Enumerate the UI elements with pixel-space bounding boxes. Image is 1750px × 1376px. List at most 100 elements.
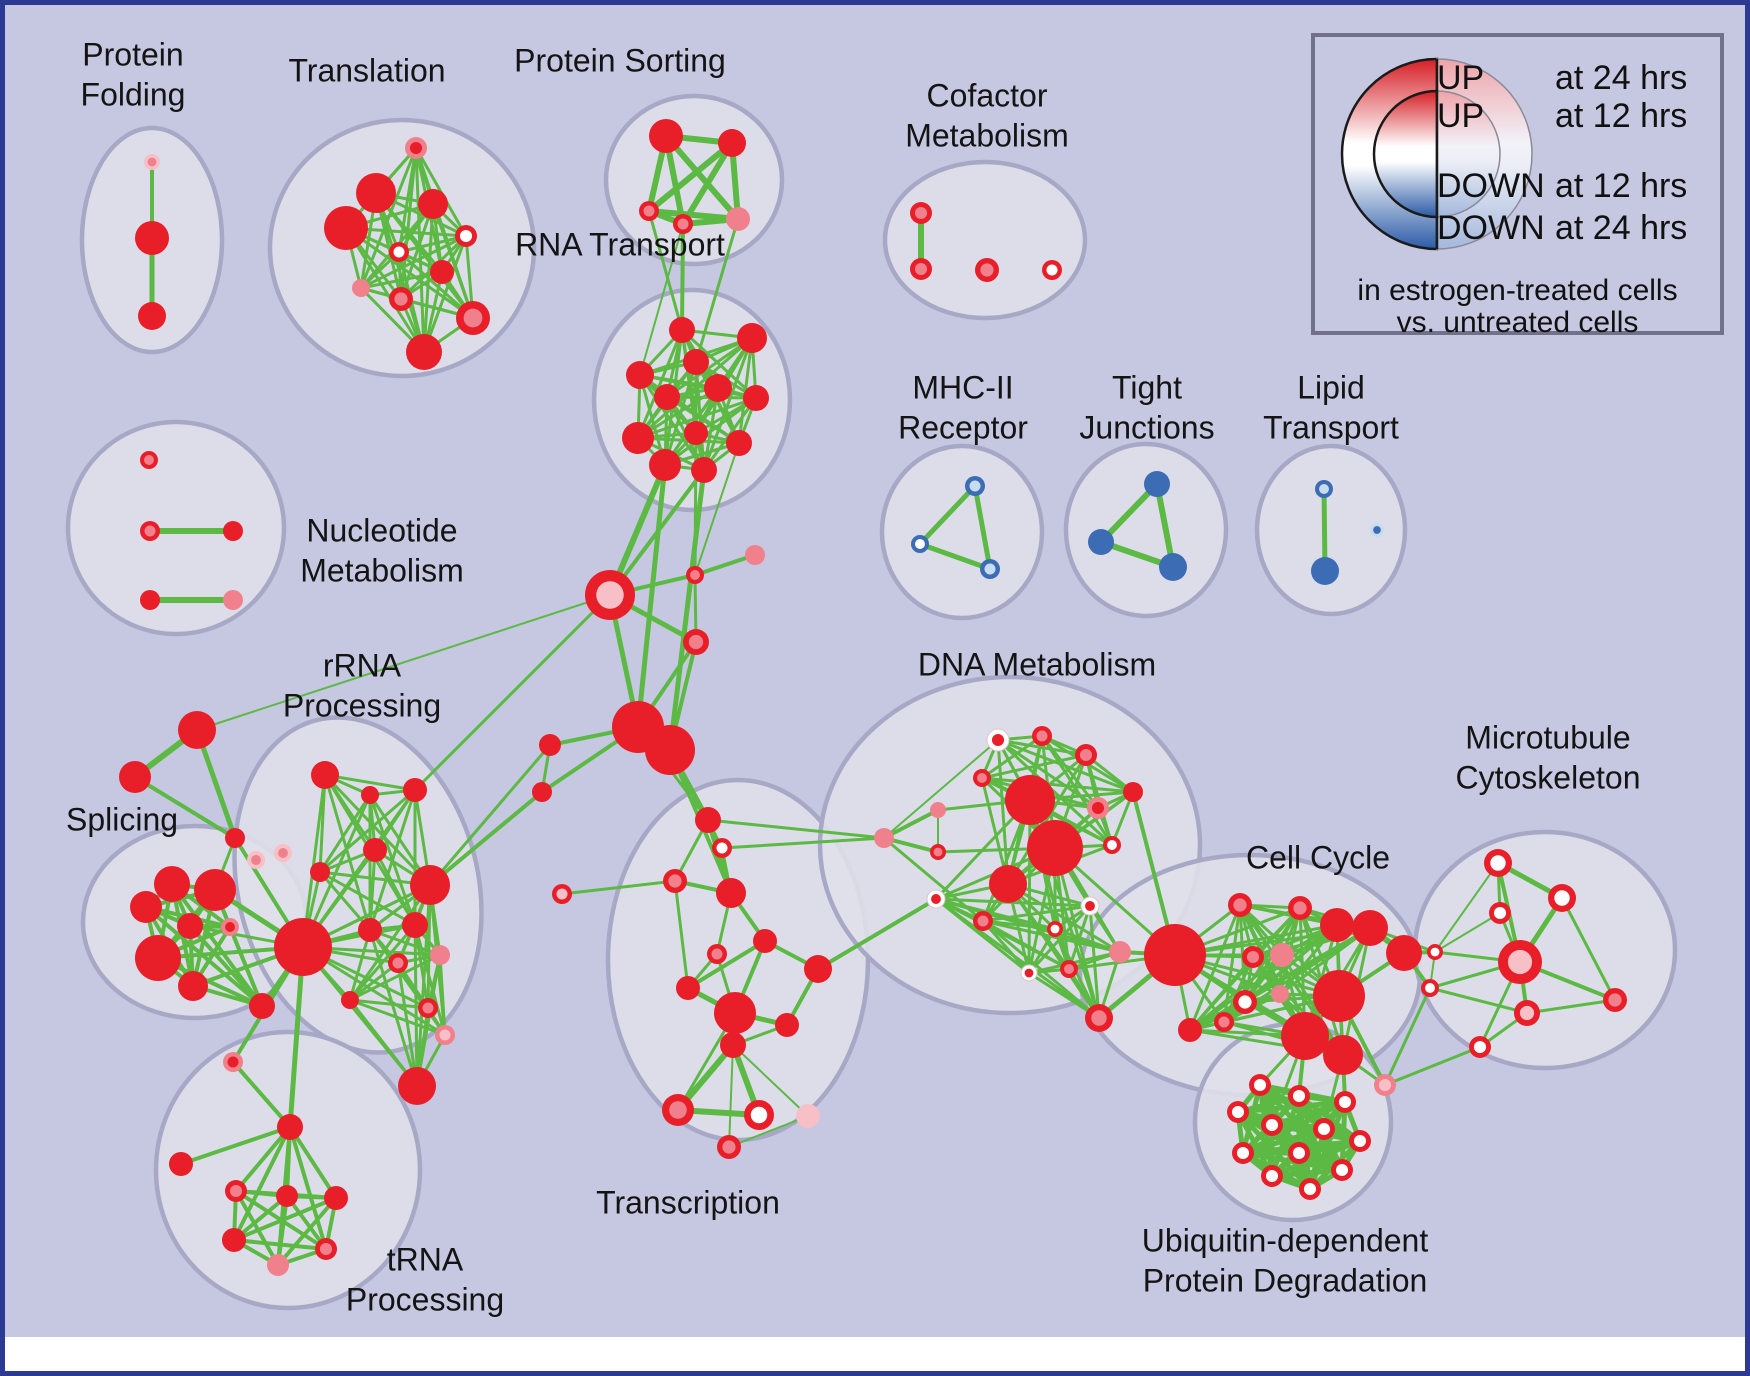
- node-inner-disc: [1085, 901, 1095, 911]
- gene-node-n5: [223, 590, 243, 610]
- network-edge: [686, 939, 767, 990]
- gene-node-s2: [119, 761, 151, 793]
- gene-node-d8: [1005, 775, 1055, 825]
- gene-node-d18: [1109, 941, 1131, 963]
- gene-node-q16: [398, 1067, 436, 1105]
- node-inner-disc: [668, 874, 682, 888]
- gene-node-x3: [585, 570, 635, 620]
- node-inner-disc: [758, 934, 772, 948]
- network-edge: [318, 870, 417, 927]
- network-edge: [276, 1194, 289, 1267]
- gene-node-d3: [1075, 744, 1097, 766]
- gene-node-r9: [684, 421, 708, 445]
- gene-node-v3: [663, 869, 687, 893]
- network-edge: [1383, 986, 1432, 1087]
- node-inner-disc: [629, 429, 647, 447]
- network-edge: [232, 1238, 328, 1251]
- network-edge: [646, 140, 735, 214]
- network-edge: [428, 790, 544, 887]
- network-edge: [348, 998, 430, 1010]
- gene-node-g6: [1421, 979, 1439, 997]
- cluster-label-translation: Translation: [288, 52, 445, 88]
- node-inner-disc: [722, 884, 740, 902]
- node-inner-disc: [723, 1001, 747, 1025]
- network-edge: [980, 753, 1088, 780]
- node-inner-disc: [363, 923, 377, 937]
- network-edge: [234, 1189, 280, 1267]
- network-edge: [680, 140, 735, 227]
- gene-node-u3: [276, 1185, 298, 1207]
- gene-node-e6: [1320, 908, 1354, 942]
- node-inner-disc: [632, 367, 648, 383]
- node-inner-disc: [1149, 476, 1165, 492]
- node-inner-disc: [688, 634, 704, 650]
- node-inner-disc: [977, 915, 989, 927]
- node-inner-disc: [394, 292, 408, 306]
- cluster-label-nucleotide-metabolism-line2: Metabolism: [300, 552, 464, 588]
- gene-node-s4: [154, 866, 190, 902]
- network-edge: [318, 793, 372, 874]
- gene-node-pf2: [135, 221, 169, 255]
- node-inner-disc: [254, 998, 270, 1014]
- node-inner-disc: [731, 212, 745, 226]
- node-inner-disc: [1064, 964, 1074, 974]
- node-inner-disc: [969, 480, 981, 492]
- node-inner-disc: [463, 308, 483, 328]
- node-inner-disc: [317, 767, 333, 783]
- gene-node-b3: [1334, 1091, 1356, 1113]
- cluster-label-mhc-ii-receptor-line1: MHC-II: [912, 369, 1013, 405]
- gene-node-p1: [649, 119, 683, 153]
- network-edge: [639, 223, 684, 376]
- gene-node-s7: [177, 913, 203, 939]
- node-inner-disc: [1554, 890, 1570, 906]
- gene-node-q5: [247, 851, 265, 869]
- gene-node-v4: [716, 878, 746, 908]
- network-edge: [413, 923, 430, 1010]
- node-inner-disc: [1490, 855, 1506, 871]
- network-edge: [348, 998, 447, 1037]
- gene-node-c3: [975, 258, 999, 282]
- gene-node-g9: [1469, 1036, 1491, 1058]
- legend-direction-label: DOWN: [1437, 167, 1545, 205]
- network-edge: [980, 734, 1044, 780]
- gene-node-x8: [645, 725, 695, 775]
- network-edge: [882, 808, 940, 840]
- cluster-ellipse-microtubule-cytoskeleton: [1412, 829, 1678, 1071]
- legend-row-up-24: UP at 24 hrs: [1437, 60, 1722, 96]
- network-edge: [981, 919, 1071, 971]
- gene-node-q8: [274, 918, 332, 976]
- node-inner-disc: [1039, 832, 1071, 864]
- node-inner-disc: [144, 594, 156, 606]
- gene-node-r11: [649, 449, 681, 481]
- gene-node-q13: [430, 945, 450, 965]
- gene-node-q1: [311, 761, 339, 789]
- node-inner-disc: [711, 948, 723, 960]
- network-edge: [323, 773, 432, 887]
- network-edge: [706, 818, 886, 840]
- node-inner-disc: [915, 539, 925, 549]
- gene-node-pf3: [138, 302, 166, 330]
- node-inner-disc: [203, 878, 227, 902]
- node-inner-disc: [656, 456, 674, 474]
- gene-node-n4: [140, 590, 160, 610]
- node-inner-disc: [725, 1037, 741, 1053]
- gene-node-t9: [389, 287, 413, 311]
- node-inner-disc: [1373, 526, 1381, 534]
- gene-node-x5: [539, 734, 561, 756]
- node-inner-disc: [1265, 1118, 1279, 1132]
- gene-node-t3: [418, 189, 448, 219]
- network-edge: [883, 739, 999, 839]
- network-edge: [431, 202, 475, 320]
- node-inner-disc: [319, 1242, 333, 1256]
- node-inner-disc: [689, 426, 703, 440]
- network-edge: [1027, 904, 1092, 975]
- gene-node-d13: [1123, 782, 1143, 802]
- node-inner-disc: [878, 832, 890, 844]
- network-edge: [288, 1125, 328, 1251]
- gene-node-b6: [1313, 1118, 1335, 1140]
- node-inner-disc: [556, 888, 568, 900]
- gene-node-v12: [720, 1032, 746, 1058]
- node-inner-disc: [1292, 1146, 1306, 1160]
- legend-time-label: at 24 hrs: [1555, 59, 1688, 97]
- node-inner-disc: [1292, 1089, 1306, 1103]
